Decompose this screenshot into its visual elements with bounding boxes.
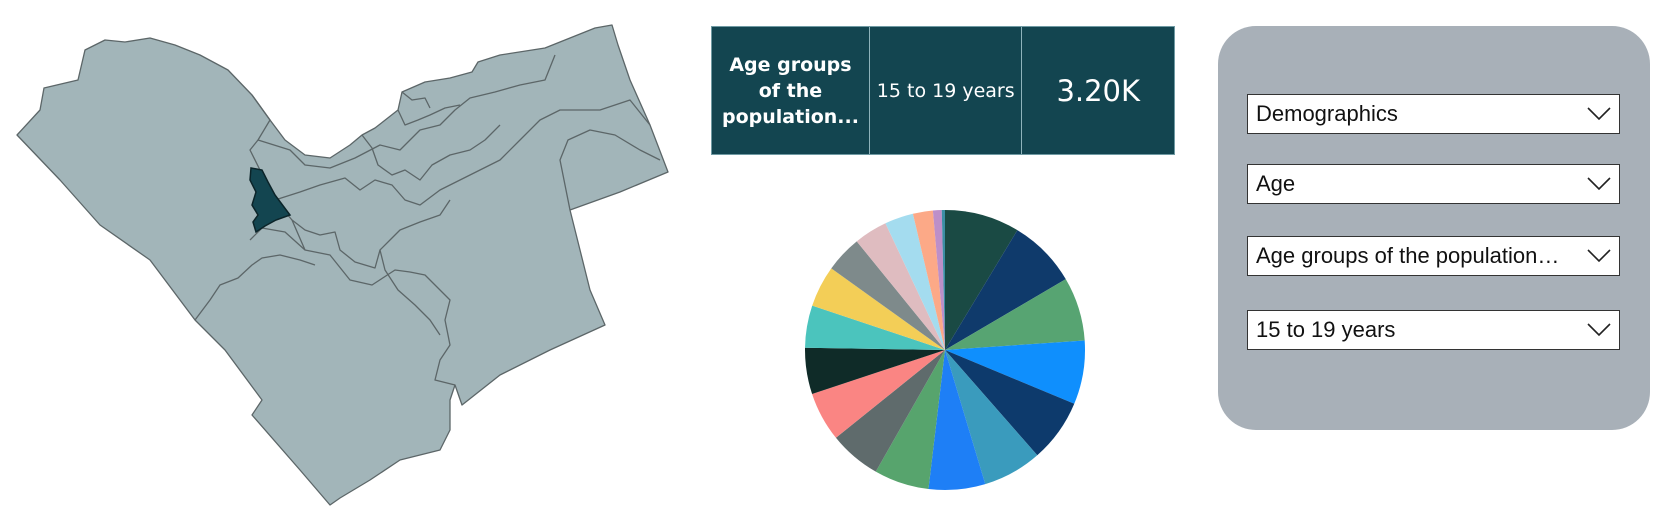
- ward-line-4: [291, 199, 451, 269]
- dropdown-topic[interactable]: Demographics: [1247, 94, 1620, 134]
- card-row: Age groups of the population... 15 to 19…: [711, 26, 1175, 155]
- card-total-value: 3.20K: [1056, 73, 1141, 108]
- dropdown-age-group[interactable]: 15 to 19 years: [1247, 310, 1620, 350]
- ward-map[interactable]: [0, 0, 680, 525]
- map-highlighted-ward: [249, 167, 292, 234]
- pie-slice[interactable]: [928, 350, 986, 490]
- pie-slice[interactable]: [885, 213, 945, 350]
- ward-line-3: [274, 99, 651, 206]
- card-category-text: 15 to 19 years: [876, 79, 1015, 102]
- card-measure-label: Age groups of the population...: [712, 27, 870, 154]
- ward-line-5: [249, 227, 456, 386]
- pie-slice[interactable]: [945, 350, 1075, 456]
- pie-slice[interactable]: [932, 210, 945, 350]
- dropdown-age-group-value: 15 to 19 years: [1256, 317, 1396, 342]
- pie-slice[interactable]: [856, 223, 945, 350]
- dropdown-measure[interactable]: Age groups of the population…: [1247, 236, 1620, 276]
- card-total: 3.20K: [1022, 27, 1174, 154]
- ward-line-6: [194, 254, 316, 321]
- pie-slice[interactable]: [805, 305, 945, 350]
- ward-line-8: [397, 104, 461, 126]
- filter-panel: Demographics Age Age groups of the popul…: [1218, 26, 1650, 430]
- pie-chart[interactable]: [800, 205, 1090, 495]
- card-label-text: Age groups of the population...: [722, 53, 859, 128]
- ward-line-7: [361, 124, 501, 181]
- chevron-down-icon: [1587, 249, 1611, 263]
- map-region-outline: [16, 24, 669, 506]
- pie-slice[interactable]: [945, 210, 1018, 350]
- chevron-down-icon: [1587, 323, 1611, 337]
- pie-slice[interactable]: [875, 350, 945, 490]
- pie-slice[interactable]: [835, 350, 945, 472]
- ward-line-9: [401, 91, 431, 109]
- pie-slice[interactable]: [941, 210, 945, 350]
- card-category: 15 to 19 years: [870, 27, 1023, 154]
- ward-line-10: [559, 129, 661, 211]
- pie-slice[interactable]: [945, 230, 1066, 350]
- ward-line-1: [249, 94, 306, 251]
- pie-slice[interactable]: [812, 350, 945, 438]
- pie-slice[interactable]: [945, 350, 1038, 485]
- dropdown-characteristic-value: Age: [1256, 171, 1296, 196]
- ward-line-2: [257, 54, 556, 169]
- pie-slice[interactable]: [812, 268, 945, 350]
- pie-slice[interactable]: [945, 340, 1085, 404]
- pie-slice[interactable]: [912, 210, 945, 350]
- pie-slice[interactable]: [945, 279, 1085, 350]
- dropdown-characteristic[interactable]: Age: [1247, 164, 1620, 204]
- dropdown-measure-value: Age groups of the population…: [1256, 243, 1560, 268]
- pie-slice[interactable]: [805, 347, 945, 394]
- ward-line-11: [379, 249, 441, 336]
- chevron-down-icon: [1587, 177, 1611, 191]
- pie-slice[interactable]: [831, 241, 945, 350]
- chevron-down-icon: [1587, 107, 1611, 121]
- dropdown-topic-value: Demographics: [1256, 101, 1398, 126]
